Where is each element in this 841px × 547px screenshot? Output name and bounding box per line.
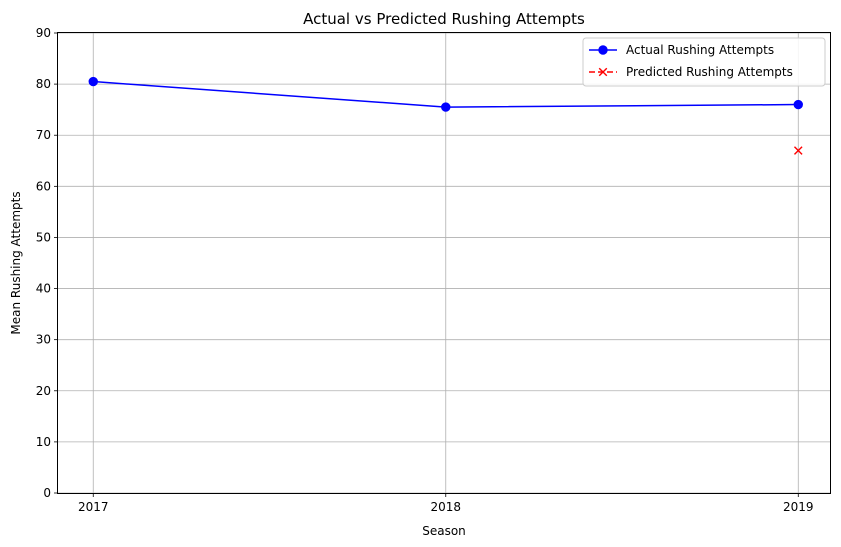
x-tick-label: 2019	[783, 500, 814, 514]
series-1-point	[441, 102, 451, 112]
y-tick-label: 20	[36, 384, 51, 398]
y-tick-label: 80	[36, 77, 51, 91]
legend-box	[582, 37, 826, 87]
legend: Actual Rushing Attempts Predicted Rushing…	[582, 37, 826, 87]
legend-label: Predicted Rushing Attempts	[626, 65, 793, 79]
series-2-point	[793, 146, 803, 155]
x-axis-label: Season	[422, 524, 466, 538]
y-tick-label: 40	[36, 282, 51, 296]
y-tick-label: 90	[36, 26, 51, 40]
legend-swatch-marker	[598, 67, 608, 77]
series-layer	[88, 76, 803, 155]
series-1-point	[88, 76, 98, 87]
series-1	[88, 76, 803, 112]
legend-label: Actual Rushing Attempts	[626, 43, 774, 57]
y-tick-label: 70	[36, 128, 51, 142]
series-1-point	[793, 99, 803, 110]
y-axis-label: Mean Rushing Attempts	[9, 191, 23, 334]
y-tick-label: 50	[36, 230, 51, 244]
chart-title: Actual vs Predicted Rushing Attempts	[303, 10, 585, 28]
x-tick-label: 2017	[78, 500, 109, 514]
legend-item-2: Predicted Rushing Attempts	[589, 65, 793, 79]
x-axis-ticks: 2017 2018 2019	[78, 493, 814, 514]
series-2	[793, 146, 803, 155]
y-tick-label: 30	[36, 333, 51, 347]
plot-frame	[57, 32, 831, 494]
grid	[58, 32, 830, 494]
legend-item-1: Actual Rushing Attempts	[589, 43, 774, 57]
y-tick-label: 0	[43, 486, 51, 500]
x-tick-label: 2018	[430, 500, 461, 514]
legend-swatch-marker	[598, 45, 608, 55]
y-tick-label: 10	[36, 435, 51, 449]
y-axis-ticks: 0 10 20 30 40 50 60 70 80 90	[36, 26, 58, 500]
y-tick-label: 60	[36, 179, 51, 193]
legend-items: Actual Rushing Attempts Predicted Rushing…	[589, 43, 793, 79]
